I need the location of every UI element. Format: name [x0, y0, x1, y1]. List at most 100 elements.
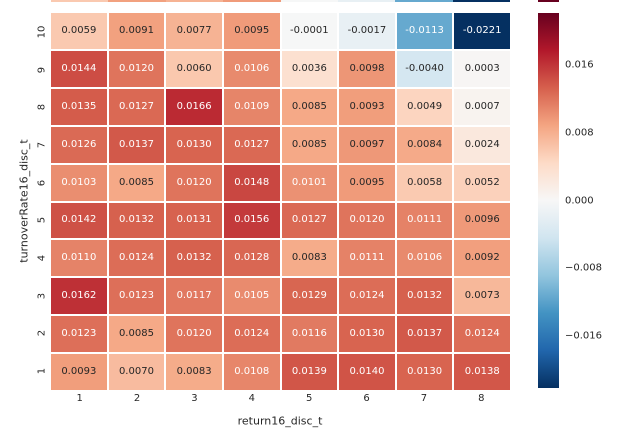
y-tick-label: 4: [36, 254, 48, 262]
heatmap-cell: 0.0137: [396, 316, 453, 353]
heatmap-cell: 0.0093: [339, 88, 395, 125]
clipped-colorbar-above-strip: [538, 0, 559, 2]
x-tick-label: 6: [363, 393, 370, 404]
heatmap-cell: 0.0007: [454, 88, 510, 125]
heatmap-cell: 0.0095: [223, 13, 280, 49]
heatmap-cell: 0.0036: [281, 50, 338, 87]
heatmap-cell: 0.0135: [51, 88, 107, 125]
colorbar-tick-label: −0.016: [565, 330, 603, 342]
heatmap-cell: 0.0085: [108, 164, 165, 201]
heatmap-cell: 0.0083: [166, 354, 222, 390]
heatmap-cell: 0.0166: [166, 88, 222, 125]
heatmap-cell: 0.0073: [454, 278, 510, 315]
heatmap-cell: 0.0096: [454, 202, 510, 239]
x-tick-label: 2: [133, 393, 141, 404]
heatmap-cell: 0.0085: [108, 316, 165, 353]
heatmap-cell: 0.0091: [108, 13, 165, 49]
heatmap-cell: 0.0117: [166, 278, 222, 315]
heatmap-cell: -0.0017: [339, 13, 395, 49]
heatmap-cell: 0.0156: [223, 202, 280, 239]
clipped-strip-segment: [51, 0, 109, 2]
heatmap-cell: -0.0113: [396, 13, 453, 49]
heatmap-cell: 0.0120: [166, 164, 222, 201]
heatmap-grid: 0.0059 0.0091 0.0077 0.0095 -0.0001 -0.0017 -0…: [51, 13, 510, 390]
y-tick-label: 2: [36, 330, 48, 337]
x-tick-labels: 1 2 3 4 5 6 7 8: [51, 393, 510, 406]
clipped-strip-segment: [395, 0, 453, 2]
heatmap-cell: 0.0127: [223, 126, 280, 163]
heatmap-cell: 0.0129: [281, 278, 338, 315]
colorbar-tick-label: −0.008: [565, 262, 603, 274]
clipped-strip-segment: [223, 0, 281, 2]
heatmap-cell: 0.0132: [166, 240, 222, 277]
heatmap-cell: 0.0098: [339, 50, 395, 87]
heatmap-cell: 0.0052: [454, 164, 510, 201]
y-tick-label: 9: [36, 66, 48, 73]
heatmap-cell: 0.0059: [51, 13, 107, 49]
heatmap-cell: 0.0111: [396, 202, 453, 239]
heatmap-cell: 0.0130: [396, 354, 453, 390]
heatmap-cell: 0.0128: [223, 240, 280, 277]
heatmap-cell: 0.0109: [223, 88, 280, 125]
clipped-strip-segment: [280, 0, 338, 2]
heatmap-cell: 0.0060: [166, 50, 222, 87]
heatmap-cell: 0.0095: [339, 164, 395, 201]
y-tick-label: 1: [36, 367, 48, 375]
colorbar-tick-label: 0.016: [565, 59, 594, 71]
heatmap-cell: 0.0111: [339, 240, 395, 277]
heatmap-cell: 0.0127: [108, 88, 165, 125]
heatmap-cell: 0.0144: [51, 50, 107, 87]
heatmap-cell: 0.0085: [281, 126, 338, 163]
heatmap-cell: 0.0124: [454, 316, 510, 353]
x-tick-label: 1: [76, 393, 83, 404]
heatmap-cell: 0.0120: [166, 316, 222, 353]
heatmap-cell: 0.0132: [108, 202, 165, 239]
heatmap-cell: 0.0139: [281, 354, 338, 390]
heatmap-cell: 0.0077: [166, 13, 222, 49]
y-tick-label: 3: [36, 292, 48, 299]
heatmap-cell: 0.0120: [108, 50, 165, 87]
heatmap-cell: 0.0130: [166, 126, 222, 163]
heatmap-cell: 0.0127: [281, 202, 338, 239]
heatmap-cell: 0.0106: [396, 240, 453, 277]
heatmap-cell: 0.0138: [454, 354, 510, 390]
heatmap-cell: 0.0097: [339, 126, 395, 163]
heatmap-cell: 0.0070: [108, 354, 165, 390]
heatmap-cell: 0.0126: [51, 126, 107, 163]
heatmap-cell: 0.0130: [339, 316, 395, 353]
heatmap-cell: 0.0103: [51, 164, 107, 201]
clipped-chart-above-strip: [51, 0, 510, 2]
heatmap-cell: 0.0123: [108, 278, 165, 315]
heatmap-cell: 0.0124: [108, 240, 165, 277]
x-tick-label: 4: [248, 393, 255, 404]
heatmap-cell: 0.0132: [396, 278, 453, 315]
heatmap-cell: 0.0110: [51, 240, 107, 277]
heatmap-cell: 0.0093: [51, 354, 107, 390]
x-tick-label: 7: [420, 393, 428, 404]
heatmap-cell: 0.0148: [223, 164, 280, 201]
heatmap-cell: 0.0142: [51, 202, 107, 239]
y-tick-label: 5: [36, 217, 48, 224]
heatmap-cell: 0.0084: [396, 126, 453, 163]
heatmap-cell: 0.0105: [223, 278, 280, 315]
heatmap-cell: 0.0106: [223, 50, 280, 87]
heatmap-cell: 0.0124: [339, 278, 395, 315]
x-axis-label: return16_disc_t: [237, 414, 323, 428]
heatmap-cell: 0.0085: [281, 88, 338, 125]
heatmap-cell: 0.0083: [281, 240, 338, 277]
clipped-strip-segment: [337, 0, 396, 2]
heatmap-cell: 0.0116: [281, 316, 338, 353]
heatmap-cell: -0.0040: [396, 50, 453, 87]
heatmap-cell: 0.0124: [223, 316, 280, 353]
heatmap-cell: 0.0140: [339, 354, 395, 390]
colorbar-tick-label: 0.008: [565, 127, 594, 139]
heatmap-cell: 0.0120: [339, 202, 395, 239]
heatmap-cell: 0.0049: [396, 88, 453, 125]
colorbar: [538, 13, 559, 388]
heatmap-cell: 0.0123: [51, 316, 107, 353]
heatmap-cell: 0.0131: [166, 202, 222, 239]
heatmap-cell: 0.0092: [454, 240, 510, 277]
colorbar-tick-labels: 0.016 0.008 0.000 −0.008 −0.016: [565, 13, 635, 388]
heatmap-cell: 0.0003: [454, 50, 510, 87]
